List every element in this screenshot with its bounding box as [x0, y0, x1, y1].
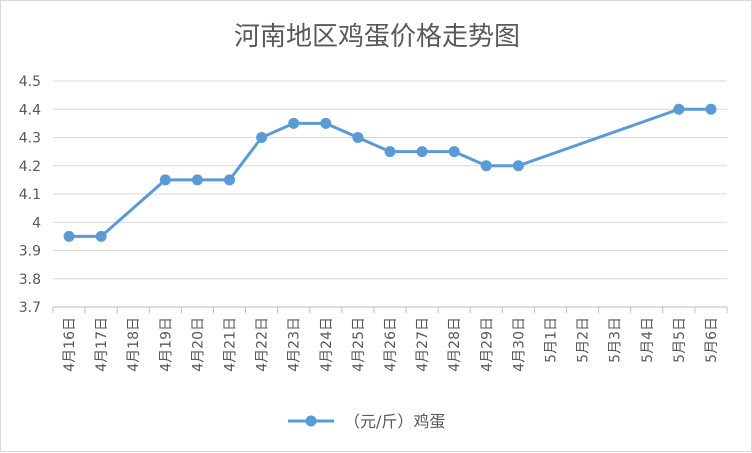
x-tick-label: 5月6日	[704, 317, 720, 363]
x-tick-label: 4月30日	[511, 317, 527, 372]
data-point	[288, 117, 300, 129]
x-tick-label: 4月29日	[479, 317, 495, 372]
series-line	[69, 107, 711, 238]
data-point	[159, 174, 171, 186]
x-tick-label: 5月2日	[576, 317, 592, 363]
x-tick-label: 4月20日	[190, 317, 206, 372]
data-point	[705, 103, 717, 115]
x-tick-labels: 4月16日 4月17日 4月18日 4月19日 4月20日 4月21日 4月22日 4月23日…	[62, 317, 720, 372]
y-tick-label: 4	[32, 215, 41, 231]
x-tick-label: 5月5日	[672, 317, 688, 363]
data-point	[224, 174, 236, 186]
legend: （元/斤）鸡蛋	[288, 412, 445, 431]
data-point	[63, 230, 75, 242]
x-tick-label: 5月3日	[608, 317, 624, 363]
series-layer	[63, 103, 717, 242]
x-tick-label: 4月23日	[287, 317, 303, 372]
x-tick-label: 4月24日	[319, 317, 335, 372]
data-point	[416, 146, 428, 158]
x-tick-label: 5月4日	[640, 317, 656, 363]
data-point	[384, 146, 396, 158]
y-tick-label: 4.2	[19, 159, 41, 175]
axes	[52, 306, 728, 313]
data-point	[448, 146, 460, 158]
gridlines	[53, 80, 727, 280]
x-tick-label: 4月16日	[62, 317, 78, 372]
y-tick-label: 4.3	[19, 131, 41, 147]
x-tick-label: 4月26日	[383, 317, 399, 372]
x-tick-label: 4月28日	[447, 317, 463, 372]
y-tick-label: 3.9	[19, 244, 41, 260]
data-point	[352, 132, 364, 143]
y-tick-label: 4.1	[19, 187, 41, 203]
y-tick-label: 3.8	[19, 272, 41, 288]
y-tick-labels: 3.7 3.8 3.9 4 4.1 4.2 4.3 4.4 4.5	[19, 74, 41, 316]
data-point	[673, 103, 685, 115]
data-point	[512, 160, 524, 172]
data-point	[95, 230, 107, 242]
y-tick-label: 3.7	[19, 300, 41, 316]
x-tick-label: 4月27日	[415, 317, 431, 372]
x-tick-label: 4月18日	[126, 317, 142, 372]
y-tick-label: 4.5	[19, 74, 41, 90]
data-point	[480, 160, 492, 172]
x-tick-label: 4月25日	[351, 317, 367, 372]
data-point	[191, 174, 203, 186]
legend-label: （元/斤）鸡蛋	[344, 412, 445, 431]
x-tick-label: 4月22日	[255, 317, 271, 372]
x-tick-label: 4月17日	[94, 317, 110, 372]
x-tick-label: 5月1日	[543, 317, 559, 363]
data-point	[320, 117, 332, 129]
y-tick-label: 4.4	[19, 102, 41, 118]
x-tick-label: 4月19日	[158, 317, 174, 372]
chart-title: 河南地区鸡蛋价格走势图	[234, 22, 520, 52]
x-tick-label: 4月21日	[223, 317, 239, 372]
legend-marker	[305, 415, 317, 427]
data-point	[256, 132, 268, 143]
